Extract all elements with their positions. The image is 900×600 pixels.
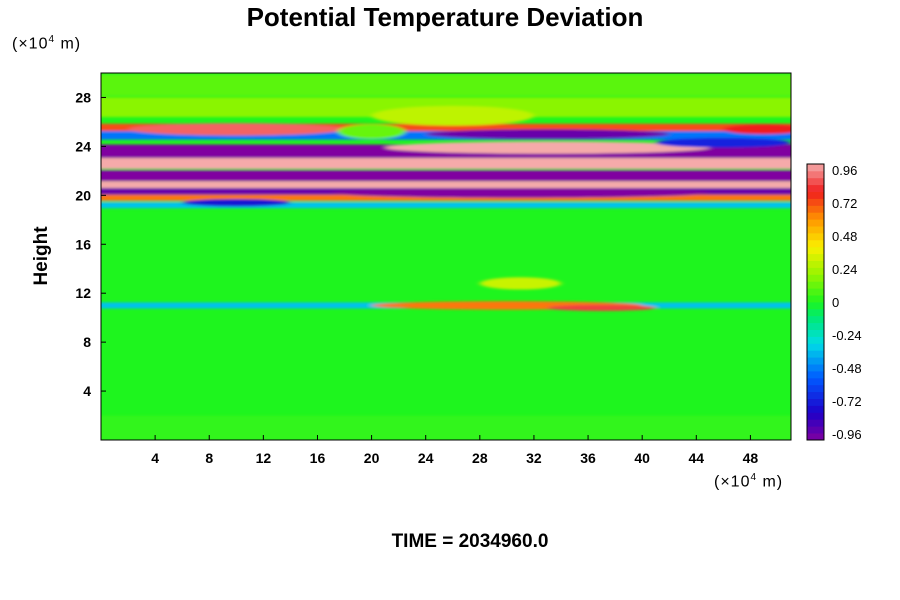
colorbar-label: 0 bbox=[832, 295, 839, 310]
y-axis: 4 8 12 16 20 24 28 bbox=[75, 89, 106, 399]
colorbar-label: 0.48 bbox=[832, 229, 857, 244]
colorbar-swatch bbox=[807, 164, 824, 172]
colorbar-label: -0.24 bbox=[832, 328, 862, 343]
x-axis-unit: (×104 m) bbox=[714, 472, 784, 491]
colorbar-swatch bbox=[807, 377, 824, 386]
colorbar-swatch bbox=[807, 371, 824, 379]
colorbar-label: -0.96 bbox=[832, 427, 862, 442]
colorbar-swatch bbox=[807, 426, 824, 434]
heatmap-band bbox=[101, 170, 791, 182]
colorbar-swatch bbox=[807, 260, 824, 268]
colorbar-swatch bbox=[807, 246, 824, 255]
heatmap-feature bbox=[479, 277, 561, 290]
colorbar-swatch bbox=[807, 364, 824, 372]
y-tick-label: 8 bbox=[83, 334, 91, 350]
colorbar-swatch bbox=[807, 226, 824, 234]
colorbar-swatch bbox=[807, 184, 824, 192]
x-tick-label: 44 bbox=[689, 450, 705, 466]
x-tick-label: 36 bbox=[580, 450, 596, 466]
y-tick-label: 4 bbox=[83, 383, 91, 399]
colorbar-swatch bbox=[807, 343, 824, 351]
heatmap-feature bbox=[723, 124, 791, 135]
colorbar-swatch bbox=[807, 357, 824, 365]
chart-title: Potential Temperature Deviation bbox=[246, 2, 644, 32]
heatmap-feature bbox=[337, 124, 406, 140]
colorbar-label: 0.24 bbox=[832, 262, 857, 277]
colorbar-swatch bbox=[807, 191, 824, 199]
colorbar-swatch bbox=[807, 233, 824, 241]
heatmap-band bbox=[101, 194, 791, 201]
colorbar-swatch bbox=[807, 350, 824, 358]
heatmap-feature bbox=[547, 304, 656, 311]
x-tick-label: 24 bbox=[418, 450, 434, 466]
colorbar-swatch bbox=[807, 308, 824, 317]
heatmap-band bbox=[101, 415, 791, 440]
x-axis: 4 8 12 16 20 24 28 32 36 40 44 48 bbox=[151, 435, 758, 466]
heatmap-band bbox=[101, 158, 791, 170]
colorbar-swatch bbox=[807, 391, 824, 399]
y-tick-label: 20 bbox=[75, 187, 91, 203]
colorbar-frame bbox=[806, 163, 825, 441]
heatmap-feature bbox=[371, 106, 534, 126]
heatmap-band bbox=[101, 181, 791, 190]
colorbar-swatch bbox=[807, 288, 824, 296]
colorbar-swatch bbox=[807, 274, 824, 282]
colorbar-swatch bbox=[807, 253, 824, 261]
colorbar-swatch bbox=[807, 281, 824, 289]
colorbar-swatch bbox=[807, 322, 824, 330]
heatmap-band bbox=[101, 123, 791, 135]
x-tick-label: 20 bbox=[364, 450, 380, 466]
x-tick-label: 32 bbox=[526, 450, 542, 466]
colorbar-swatch bbox=[807, 198, 824, 206]
plot-frame bbox=[100, 72, 792, 441]
heatmap-feature bbox=[425, 129, 670, 140]
colorbar-swatch bbox=[807, 295, 824, 303]
plot-area bbox=[101, 73, 791, 440]
heatmap-band bbox=[101, 202, 791, 209]
colorbar-swatch bbox=[807, 239, 824, 248]
x-tick-label: 48 bbox=[743, 450, 759, 466]
colorbar-swatch bbox=[807, 315, 824, 324]
colorbar-swatch bbox=[807, 398, 824, 406]
colorbar-swatch bbox=[807, 219, 824, 227]
colorbar-swatch bbox=[807, 412, 824, 420]
heatmap-band bbox=[101, 74, 791, 97]
x-tick-label: 4 bbox=[151, 450, 159, 466]
y-tick-label: 12 bbox=[75, 285, 91, 301]
heatmap-feature bbox=[655, 137, 791, 148]
colorbar: 0.96 0.72 0.48 0.24 0 -0.24 -0.48 -0.72 -0.96 bbox=[806, 163, 862, 442]
x-tick-label: 8 bbox=[205, 450, 213, 466]
heatmap-feature bbox=[331, 187, 710, 198]
colorbar-swatch bbox=[807, 405, 824, 413]
colorbar-swatch bbox=[807, 419, 824, 427]
heatmap-feature bbox=[128, 123, 345, 136]
colorbar-swatch bbox=[807, 329, 824, 337]
colorbar-swatch bbox=[807, 302, 824, 310]
colorbar-label: -0.72 bbox=[832, 394, 862, 409]
heatmap-feature bbox=[182, 199, 291, 207]
y-tick-label: 28 bbox=[75, 89, 91, 105]
time-label: TIME = 2034960.0 bbox=[391, 531, 549, 552]
colorbar-swatch bbox=[807, 170, 824, 179]
colorbar-swatch bbox=[807, 336, 824, 344]
colorbar-label: 0.96 bbox=[832, 163, 857, 178]
colorbar-swatch bbox=[807, 384, 824, 393]
colorbar-label: 0.72 bbox=[832, 196, 857, 211]
colorbar-label: -0.48 bbox=[832, 361, 862, 376]
x-tick-label: 40 bbox=[634, 450, 650, 466]
heatmap-feature bbox=[385, 141, 710, 154]
colorbar-swatch bbox=[807, 267, 824, 275]
x-tick-label: 28 bbox=[472, 450, 488, 466]
y-tick-label: 24 bbox=[75, 138, 91, 154]
y-tick-label: 16 bbox=[75, 236, 91, 252]
colorbar-swatch bbox=[807, 433, 824, 441]
x-tick-label: 12 bbox=[256, 450, 272, 466]
x-tick-label: 16 bbox=[310, 450, 326, 466]
colorbar-swatch bbox=[807, 212, 824, 220]
y-axis-unit: (×104 m) bbox=[12, 34, 82, 53]
colorbar-swatch bbox=[807, 205, 824, 213]
colorbar-swatch bbox=[807, 177, 824, 186]
